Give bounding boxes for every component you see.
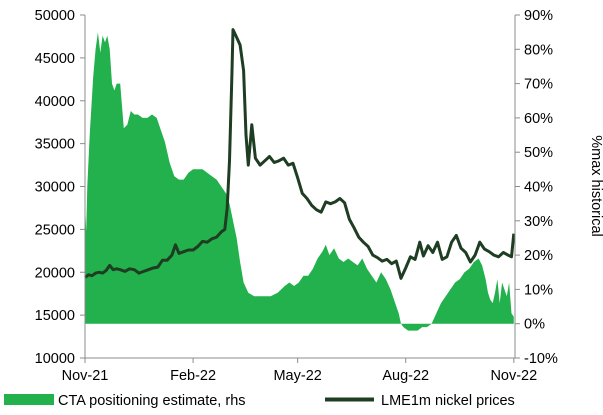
x-tick-label: May-22 <box>273 368 321 384</box>
legend-label-nickel: LME1m nickel prices <box>381 393 515 409</box>
right-tick-label: 30% <box>524 214 553 230</box>
left-tick-label: 20000 <box>35 265 75 281</box>
x-tick-label: Feb-22 <box>170 368 216 384</box>
cta-positioning-area <box>85 32 514 331</box>
right-tick-label: 40% <box>524 180 553 196</box>
axes-layer <box>80 14 520 363</box>
right-tick-label: 90% <box>524 8 553 24</box>
right-tick-label: 80% <box>524 42 553 58</box>
right-tick-label: -10% <box>524 351 558 367</box>
cta-area-layer <box>85 32 514 331</box>
left-tick-label: 40000 <box>35 94 75 110</box>
legend-label-cta: CTA positioning estimate, rhs <box>58 393 246 409</box>
x-tick-label: Nov-22 <box>490 368 537 384</box>
right-tick-label: 50% <box>524 145 553 161</box>
tick-labels-layer: 10000 15000 20000 25000 30000 35000 40000 45000… <box>35 8 558 384</box>
x-tick-label: Nov-21 <box>62 368 109 384</box>
left-tick-label: 50000 <box>35 8 75 24</box>
right-tick-label: 60% <box>524 111 553 127</box>
right-tick-label: 10% <box>524 282 553 298</box>
right-tick-label: 70% <box>524 77 553 93</box>
legend: CTA positioning estimate, rhs LME1m nick… <box>4 393 515 409</box>
right-axis-title: %max historical <box>588 135 603 237</box>
nickel-price-line <box>84 28 516 280</box>
legend-swatch-cta-area <box>4 394 54 405</box>
left-tick-label: 35000 <box>35 137 75 153</box>
left-tick-label: 30000 <box>35 180 75 196</box>
left-tick-label: 15000 <box>35 308 75 324</box>
left-tick-label: 25000 <box>35 222 75 238</box>
nickel-line-layer <box>84 28 516 280</box>
left-tick-label: 10000 <box>35 351 75 367</box>
left-tick-label: 45000 <box>35 51 75 67</box>
right-tick-label: 0% <box>524 317 545 333</box>
x-tick-label: Aug-22 <box>382 368 429 384</box>
right-tick-label: 20% <box>524 248 553 264</box>
